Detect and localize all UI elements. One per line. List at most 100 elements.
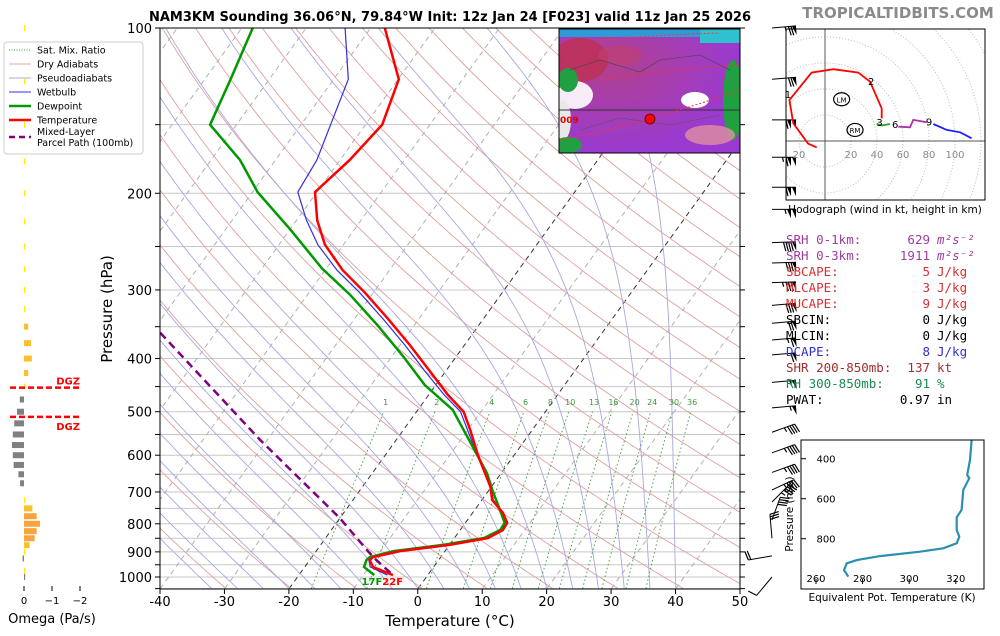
- barb-full: [770, 515, 780, 520]
- barb-full: [786, 426, 793, 435]
- barb-full: [787, 321, 792, 331]
- omega-bar: [12, 431, 24, 438]
- omega-bar: [14, 420, 24, 427]
- barb-staff: [769, 514, 773, 539]
- barb-full: [794, 444, 801, 453]
- barb-pennant: [791, 262, 797, 272]
- barb-staff: [771, 444, 795, 454]
- stat-unit: m²s⁻²: [936, 232, 975, 247]
- inset-map-frame: [558, 28, 741, 154]
- mixing-ratio-line: [511, 411, 570, 589]
- legend: Sat. Mix. Ratio Dry Adiabats Pseudoadiabat…: [3, 41, 144, 155]
- stat-label: SRH 0-3km:: [786, 248, 861, 263]
- storm-motion-label: LM: [837, 96, 847, 104]
- dry-adiabat: [160, 134, 684, 589]
- pseudoadiabat: [290, 28, 599, 589]
- barb-full: [782, 242, 787, 252]
- mixing-ratio-label: 6: [523, 398, 528, 407]
- stat-value: 0: [922, 312, 930, 327]
- x-tick-label: -30: [214, 595, 235, 610]
- wind-barb: [771, 241, 797, 252]
- omega-bar: [24, 78, 26, 85]
- barb-full: [785, 488, 794, 494]
- hodograph-plot: 20 20 40 60 80 100 1 2 3 6 9 LM RM: [785, 29, 985, 200]
- stat-unit: J/kg: [937, 296, 967, 311]
- stat-unit: in: [937, 392, 952, 407]
- barb-pennant: [787, 209, 791, 219]
- stat-value: 5: [922, 264, 930, 279]
- temperature-line: [313, 28, 509, 577]
- legend-label: Temperature: [36, 116, 97, 127]
- x-tick-label: 40: [667, 595, 684, 610]
- omega-bar: [24, 25, 26, 31]
- y-axis-label: Pressure (hPa): [98, 255, 116, 363]
- barb-full: [787, 77, 792, 87]
- stat-label: SRH 0-1km:: [786, 232, 861, 247]
- stat-label: RH 300-850mb:: [786, 376, 884, 391]
- mixing-ratio-line: [645, 411, 692, 589]
- skewt-profiles: [160, 28, 509, 577]
- barb-full: [793, 479, 800, 488]
- isotherm: [417, 140, 740, 589]
- dgz-label: DGZ: [56, 422, 80, 433]
- barb-staff: [771, 261, 797, 264]
- barb-full: [791, 464, 798, 474]
- wind-barb: [771, 484, 798, 503]
- barb-full: [769, 513, 780, 518]
- legend-box: [3, 41, 144, 155]
- barb-full: [779, 499, 789, 502]
- y-tick-label: 1000: [119, 571, 152, 586]
- omega-bar: [24, 218, 26, 225]
- hodograph-tick-label: 60: [897, 150, 910, 161]
- skewt-axes: 17F 22F1002003004005006007008009001000-40…: [119, 22, 801, 610]
- theta-e-x-tick-label: 260: [806, 574, 825, 585]
- omega-bar: [24, 535, 35, 542]
- omega-bar: [18, 471, 24, 478]
- barb-full: [790, 262, 794, 272]
- dry-adiabat: [428, 28, 740, 287]
- barb-staff: [771, 484, 790, 503]
- barb-half: [781, 157, 785, 162]
- pseudoadiabat: [160, 215, 470, 589]
- barb-pennant: [791, 352, 797, 362]
- barb-full: [785, 303, 790, 314]
- barb-staff: [771, 320, 796, 324]
- hodograph-tick-label: 80: [923, 150, 936, 161]
- wind-barb: [771, 302, 797, 314]
- barb-half: [789, 406, 792, 411]
- barb-full: [787, 26, 792, 36]
- omega-bar: [17, 408, 24, 415]
- barb-full: [794, 423, 801, 433]
- isotherm: [160, 28, 500, 501]
- barb-full: [791, 480, 798, 489]
- barb-pennant: [791, 77, 797, 87]
- stat-unit: J/kg: [937, 312, 967, 327]
- stat-label: SHR 200-850mb:: [786, 360, 891, 375]
- y-tick-label: 900: [127, 546, 152, 561]
- mixing-ratio-line: [462, 411, 525, 589]
- omega-bar: [24, 567, 26, 574]
- barb-full: [785, 262, 789, 272]
- barb-full: [787, 262, 792, 272]
- dry-adiabat: [160, 78, 740, 585]
- barb-half: [786, 338, 790, 344]
- pseudoadiabat: [160, 512, 238, 589]
- barb-staff: [748, 555, 773, 561]
- barb-full: [789, 445, 796, 455]
- omega-bar: [11, 442, 24, 449]
- dry-adiabat: [161, 28, 740, 548]
- stat-label: DCAPE:: [786, 344, 831, 359]
- stat-unit: %: [937, 376, 945, 391]
- barb-full: [777, 503, 787, 507]
- barb-full: [790, 321, 795, 331]
- pseudoadiabat: [603, 28, 677, 589]
- isotherm: [353, 51, 740, 589]
- barb-full: [794, 463, 801, 473]
- hodograph-height-label: 1: [785, 90, 791, 101]
- omega-bar: [24, 520, 40, 527]
- pseudoadiabat: [160, 460, 290, 589]
- barb-full: [778, 501, 788, 504]
- omega-bar: [24, 497, 26, 504]
- dgz-label: DGZ: [56, 377, 80, 388]
